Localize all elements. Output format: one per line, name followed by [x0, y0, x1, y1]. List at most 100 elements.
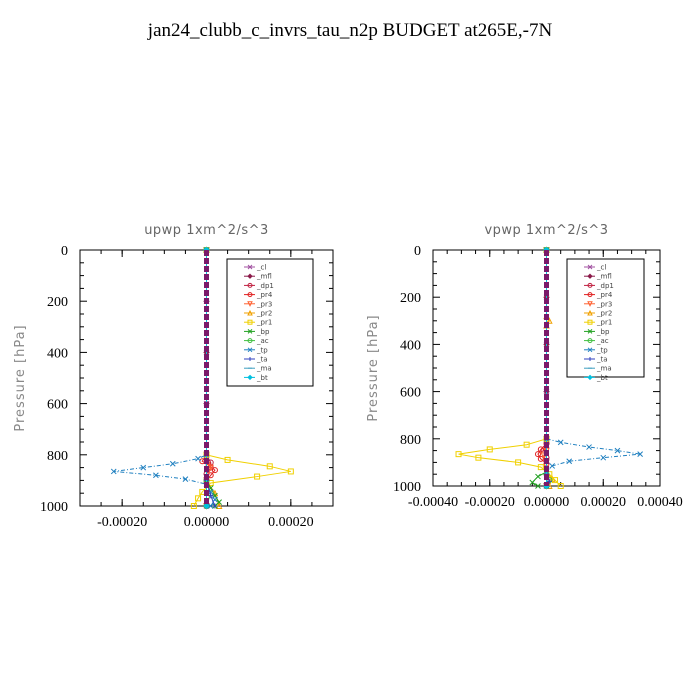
legend-label: _pr4 — [596, 291, 613, 299]
data-point — [529, 479, 536, 486]
x-tick-label: 0.00000 — [184, 515, 230, 530]
legend-label: _mfl — [596, 273, 612, 281]
data-point — [140, 464, 147, 471]
y-tick-label: 800 — [47, 449, 68, 464]
data-point — [207, 503, 214, 509]
y-tick-label: 400 — [47, 346, 68, 361]
legend-marker — [587, 374, 593, 381]
legend-label: _bp — [256, 328, 270, 336]
legend-label: _bp — [596, 328, 610, 336]
data-point — [535, 483, 541, 489]
legend: _cl_mfl_dp1_pr4_pr3_pr2_pr1_bp_ac_tp_ta_… — [226, 258, 314, 387]
legend-label: _bt — [256, 374, 268, 382]
data-point — [600, 454, 607, 461]
chart-panel-1: upwp 1xm^2/s^3 Pressure [hPa] 0 200 400 600 80… — [13, 223, 334, 530]
legend-marker — [247, 301, 253, 307]
data-point — [557, 439, 564, 446]
legend-marker — [247, 319, 253, 325]
y-tick-label: 1000 — [40, 500, 68, 515]
data-point — [215, 502, 223, 509]
data-point — [182, 476, 189, 482]
panel-title: upwp 1xm^2/s^3 — [144, 223, 269, 238]
data-point — [552, 477, 559, 484]
data-point — [637, 451, 643, 457]
y-tick-label: 600 — [47, 398, 68, 413]
x-tick-label: -0.00020 — [97, 515, 147, 530]
legend-label: _mfl — [256, 273, 272, 281]
data-point — [546, 317, 553, 324]
legend-label: _pr3 — [596, 300, 612, 308]
data-point — [534, 451, 541, 458]
y-tick-label: 600 — [400, 386, 421, 401]
legend-label: _pr1 — [256, 319, 272, 327]
data-point — [266, 463, 273, 470]
legend-label: _ma — [596, 365, 612, 373]
legend-marker — [247, 273, 253, 279]
legend-box — [566, 258, 645, 378]
x-tick-label: -0.00020 — [465, 495, 515, 510]
data-point — [549, 463, 556, 469]
data-point — [566, 458, 573, 465]
legend-label: _pr1 — [596, 319, 612, 327]
legend-marker — [247, 338, 253, 344]
legend-box — [226, 258, 314, 387]
legend-label: _pr2 — [256, 310, 272, 318]
data-point — [535, 473, 541, 480]
y-tick-label: 800 — [400, 433, 421, 448]
x-tick-label: 0.00000 — [524, 495, 570, 510]
data-point — [586, 444, 592, 450]
legend-label: _ac — [256, 337, 269, 345]
legend-marker — [587, 273, 593, 279]
y-tick-label: 200 — [47, 295, 68, 310]
panel-title: vpwp 1xm^2/s^3 — [484, 223, 608, 238]
legend-label: _dp1 — [256, 282, 274, 290]
data-point — [557, 483, 564, 489]
data-point — [486, 446, 493, 453]
legend-label: _tp — [596, 346, 608, 354]
legend-marker — [247, 282, 253, 288]
data-point — [537, 446, 544, 453]
legend-marker — [587, 347, 593, 353]
legend-label: _pr2 — [596, 310, 612, 318]
data-point — [455, 451, 462, 458]
legend-label: _cl — [596, 264, 606, 272]
data-point — [475, 454, 482, 461]
legend-marker — [587, 301, 593, 307]
chart-panel-2: vpwp 1xm^2/s^3 Pressure [hPa] 0 200 400 600 80… — [366, 223, 683, 510]
data-point — [169, 460, 176, 467]
y-axis-label: Pressure [hPa] — [366, 314, 381, 421]
x-tick-label: 0.00040 — [637, 495, 683, 510]
legend-marker — [247, 309, 253, 316]
y-axis-label: Pressure [hPa] — [13, 324, 28, 431]
legend-label: _cl — [256, 264, 266, 272]
data-point — [207, 464, 215, 472]
data-point — [515, 459, 522, 466]
y-tick-label: 0 — [414, 244, 421, 259]
legend-label: _tp — [256, 346, 268, 354]
legend-label: _ta — [596, 356, 608, 364]
y-tick-label: 0 — [61, 244, 68, 259]
page-title: jan24_clubb_c_invrs_tau_n2p BUDGET at265… — [147, 20, 553, 41]
legend-marker — [587, 338, 593, 344]
data-point — [153, 472, 159, 479]
x-tick-label: 0.00020 — [581, 495, 627, 510]
data-point — [195, 455, 201, 462]
series-line — [113, 250, 216, 507]
data-point — [207, 489, 214, 495]
x-tick-label: 0.00020 — [268, 515, 314, 530]
series-line — [458, 250, 562, 487]
data-point — [287, 468, 294, 475]
legend-marker — [247, 374, 253, 381]
legend-marker — [587, 292, 593, 298]
legend-marker — [587, 309, 593, 316]
legend-marker — [247, 292, 253, 298]
data-point — [190, 503, 197, 509]
legend-label: _pr3 — [256, 300, 272, 308]
y-tick-label: 1000 — [393, 480, 421, 495]
data-point — [203, 502, 210, 510]
data-point — [195, 495, 202, 502]
y-tick-label: 200 — [400, 291, 421, 306]
legend-label: _dp1 — [596, 282, 614, 290]
legend-marker — [587, 282, 593, 288]
